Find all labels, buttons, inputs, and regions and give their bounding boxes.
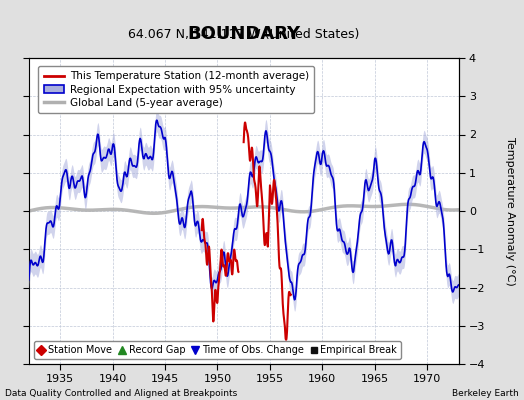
Text: 64.067 N, 141.117 W (United States): 64.067 N, 141.117 W (United States)	[128, 28, 359, 41]
Text: Data Quality Controlled and Aligned at Breakpoints: Data Quality Controlled and Aligned at B…	[5, 389, 237, 398]
Legend: Station Move, Record Gap, Time of Obs. Change, Empirical Break: Station Move, Record Gap, Time of Obs. C…	[34, 341, 401, 359]
Text: Berkeley Earth: Berkeley Earth	[452, 389, 519, 398]
Y-axis label: Temperature Anomaly (°C): Temperature Anomaly (°C)	[505, 137, 515, 285]
Title: BOUNDARY: BOUNDARY	[187, 24, 300, 42]
